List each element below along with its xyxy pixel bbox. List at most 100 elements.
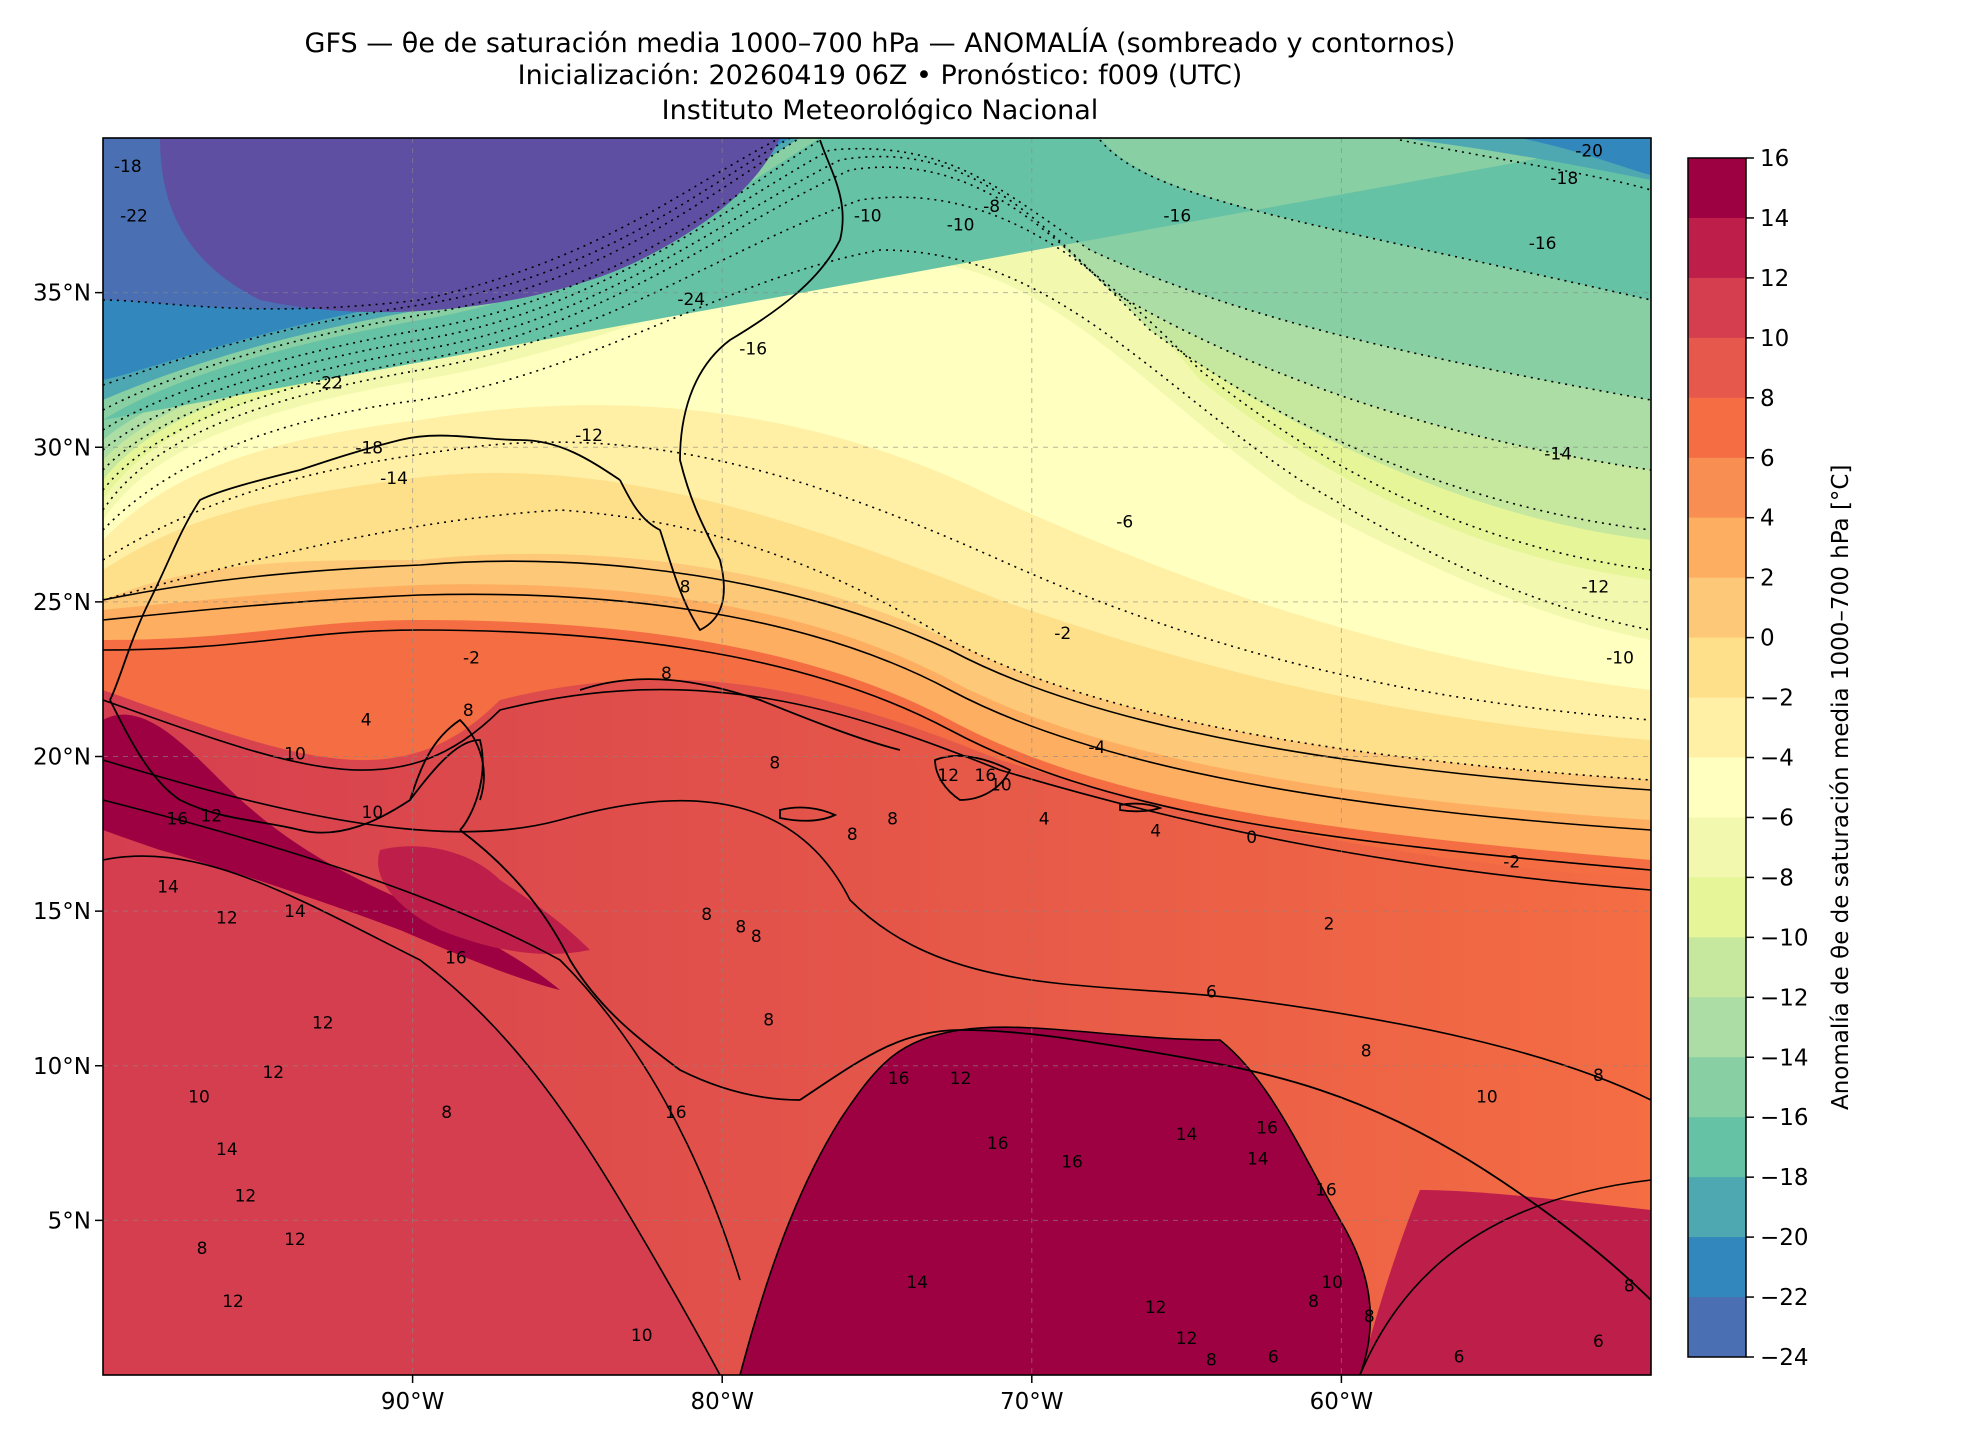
contour-label: 8 <box>661 664 672 684</box>
colorbar-tick-label: −8 <box>1760 865 1794 891</box>
contour-label: 8 <box>441 1103 452 1123</box>
contour-label: -22 <box>120 206 148 226</box>
coast-jamaica <box>779 806 838 822</box>
colorbar-swatch <box>1688 877 1746 938</box>
y-tick-label: 10°N <box>33 1054 91 1080</box>
map-subtitle-init: Inicialización: 20260419 06Z • Pronóstic… <box>517 60 1243 91</box>
contour-label: -14 <box>380 469 408 489</box>
y-tick-label: 25°N <box>33 590 91 616</box>
contour-m16 <box>103 139 1651 431</box>
colorbar-swatch <box>1688 697 1746 758</box>
colorbar-swatch <box>1688 937 1746 998</box>
contour-label: 8 <box>763 1010 774 1030</box>
contour-0 <box>103 560 1651 791</box>
contour-label: 6 <box>1454 1347 1465 1367</box>
contour-label: 10 <box>284 744 306 764</box>
colorbar-tick-label: 10 <box>1760 326 1789 352</box>
contour-label: 14 <box>1176 1125 1198 1145</box>
contour-label: 16 <box>975 766 997 786</box>
coast-central-america <box>459 829 801 1101</box>
latitude-axis: 35°N 30°N 25°N 20°N 15°N 10°N 5°N <box>33 281 103 1234</box>
colorbar-swatch <box>1688 337 1746 399</box>
colorbar-swatch <box>1688 397 1746 459</box>
contour-label: 16 <box>1256 1119 1278 1139</box>
colorbar: 16 14 12 10 8 6 4 2 0 −2 −4 −6 −8 −10 −12 −14 −16 −18 −20 −… <box>1687 146 1809 1371</box>
contour-label: 10 <box>362 803 384 823</box>
contour-4 <box>103 629 1651 871</box>
contour-label: 8 <box>1308 1292 1319 1312</box>
contour-label: 12 <box>284 1230 306 1250</box>
contour-label: 8 <box>1364 1307 1375 1327</box>
colorbar-swatch <box>1688 1297 1746 1358</box>
colorbar-tick-label: 14 <box>1760 206 1789 232</box>
contour-label: 14 <box>284 902 306 922</box>
contour-label: -16 <box>1163 206 1191 226</box>
contour-label: -10 <box>854 206 882 226</box>
contour-label: 16 <box>1061 1153 1083 1173</box>
contour-m20 <box>103 138 791 386</box>
colorbar-tick-label: −6 <box>1760 805 1794 831</box>
colorbar-tick-label: 6 <box>1760 446 1775 472</box>
contour-m18 <box>103 138 1651 411</box>
contour-label: 8 <box>751 927 762 947</box>
colorbar-swatch <box>1688 277 1746 339</box>
x-tick-label: 70°W <box>1000 1389 1064 1415</box>
coast-mexico <box>109 699 484 834</box>
y-tick-label: 5°N <box>48 1208 91 1234</box>
contour-label: 4 <box>1150 822 1161 842</box>
contour-label: -6 <box>1116 512 1133 532</box>
x-tick-label: 90°W <box>381 1389 445 1415</box>
colorbar-tick-label: −2 <box>1760 686 1794 712</box>
contour-m6 <box>103 249 1651 631</box>
contour-10 <box>103 799 1651 1375</box>
contour-14 <box>739 1026 1372 1375</box>
colorbar-tick-label: −4 <box>1760 746 1794 772</box>
coast-yucatan <box>409 718 485 801</box>
contour-8 <box>103 759 1651 1101</box>
colorbar-tick-label: 4 <box>1760 506 1775 532</box>
coast-gulf-north <box>109 434 621 701</box>
colorbar-tick-label: −12 <box>1760 985 1809 1011</box>
contour-label: 8 <box>463 701 474 721</box>
colorbar-tick-label: −10 <box>1760 925 1809 951</box>
colorbar-swatch <box>1688 757 1746 818</box>
map-plot-area <box>103 138 1651 1375</box>
contour-label: -4 <box>1088 738 1105 758</box>
contour-12 <box>103 855 721 1375</box>
contour-label: 12 <box>1145 1298 1167 1318</box>
contour-label: 8 <box>735 918 746 938</box>
contour-label: -18 <box>1550 169 1578 189</box>
band-m16 <box>103 138 1651 420</box>
contour-label: -24 <box>677 290 705 310</box>
contour-label: 10 <box>990 775 1012 795</box>
colorbar-tick-label: 16 <box>1760 146 1789 172</box>
coast-south-america-north <box>799 1029 1651 1301</box>
map-title: GFS — θe de saturación media 1000–700 hP… <box>304 28 1456 59</box>
contour-label: -2 <box>1503 853 1520 873</box>
colorbar-label: Anomalía de θe de saturación media 1000–… <box>1828 465 1854 1110</box>
colorbar-swatch <box>1688 1057 1746 1118</box>
colorbar-swatch <box>1688 577 1746 639</box>
colorbar-tick-label: 12 <box>1760 266 1789 292</box>
contour-m4 <box>103 441 1651 721</box>
warm-core-16-south-america <box>740 1027 1371 1375</box>
contour-label: 10 <box>188 1088 210 1108</box>
contour-label: -14 <box>1544 444 1572 464</box>
contour-label: 4 <box>361 710 372 730</box>
contour-label: -8 <box>983 197 1000 217</box>
warm-core-12-pacific <box>103 856 720 1375</box>
contour-label: 16 <box>445 949 467 969</box>
contour-label: 14 <box>216 1140 238 1160</box>
colorbar-swatch <box>1688 1177 1746 1238</box>
contour-label: 6 <box>1206 983 1217 1003</box>
contour-label: 8 <box>701 905 712 925</box>
contour-label: 8 <box>680 577 691 597</box>
contour-label: 4 <box>1039 809 1050 829</box>
colorbar-swatch <box>1688 158 1746 219</box>
contour-label: 14 <box>1247 1150 1269 1170</box>
warm-core-10-honduras <box>378 846 590 954</box>
coast-cuba <box>579 678 901 751</box>
colorbar-swatch <box>1688 997 1746 1058</box>
y-tick-label: 20°N <box>33 745 91 771</box>
